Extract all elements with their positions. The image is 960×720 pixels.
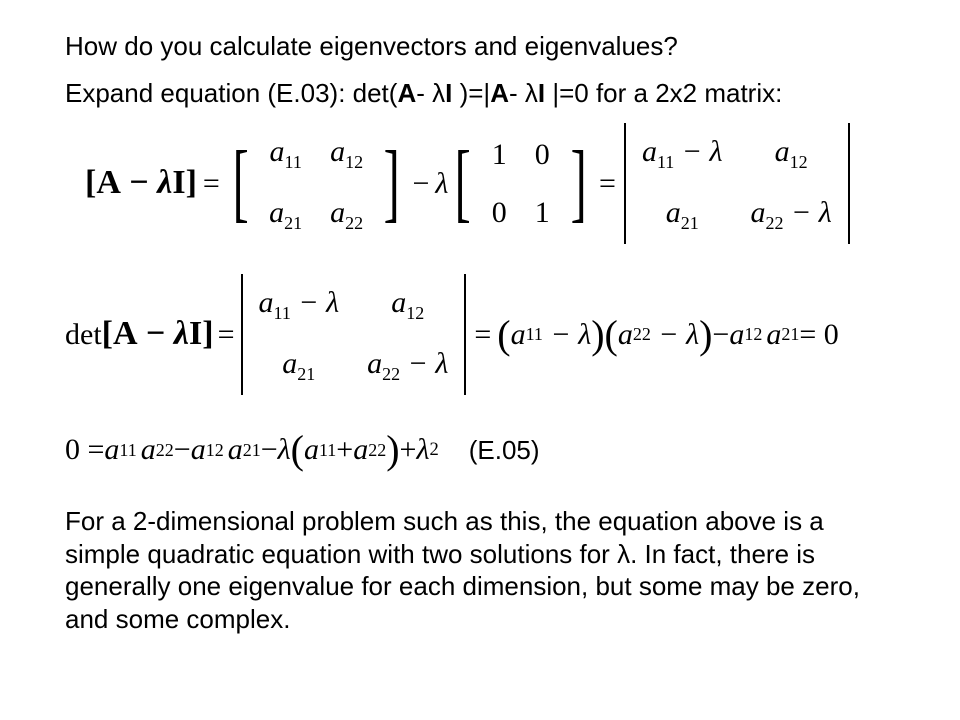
expand-mid1: )=|: [452, 78, 490, 108]
one: 1: [478, 126, 521, 184]
eq-sign-1b: =: [599, 165, 616, 203]
a: a: [511, 316, 526, 354]
matrix-AmlI: a11 − λ a12 a21 a22 − λ: [622, 123, 852, 244]
s21: 21: [284, 213, 302, 233]
s: 22: [382, 364, 400, 384]
lparen-2: (: [605, 310, 618, 360]
eq-sign-1: =: [203, 165, 220, 203]
I-bold-2: I: [538, 78, 545, 108]
a: a: [391, 286, 406, 319]
l: λ: [326, 286, 339, 319]
eq-zero-2: = 0: [799, 316, 838, 354]
a: a: [330, 196, 345, 229]
a: a: [104, 431, 119, 469]
minus-lambda-1: - λ: [416, 78, 445, 108]
s22: 22: [345, 213, 363, 233]
eq-sign-2b: =: [474, 316, 491, 354]
minus: −: [261, 431, 278, 469]
s: 11: [119, 439, 136, 462]
eq-sign-2: =: [218, 316, 235, 354]
lparen-1: (: [497, 310, 510, 360]
equation-label-e05: (E.05): [469, 434, 540, 467]
matrix-I: [ 10 01 ]: [448, 126, 593, 241]
s: 21: [297, 364, 315, 384]
zero: 0: [521, 126, 564, 184]
a: a: [330, 135, 345, 168]
lparen-3: (: [291, 425, 304, 475]
a: a: [269, 196, 284, 229]
s: 12: [744, 323, 762, 346]
minus: −: [174, 431, 191, 469]
a: a: [259, 286, 274, 319]
zero-eq: 0 =: [65, 431, 104, 469]
a: a: [618, 316, 633, 354]
s: 11: [274, 303, 291, 323]
lam-c: λ: [819, 196, 832, 229]
s12b: 12: [790, 152, 808, 172]
s: 21: [243, 439, 261, 462]
a: a: [191, 431, 206, 469]
minus-2: −: [712, 316, 729, 354]
lam-b: λ: [710, 135, 723, 168]
a: a: [141, 431, 156, 469]
sup2: 2: [429, 438, 438, 461]
s: 22: [633, 323, 651, 346]
plus: +: [400, 431, 417, 469]
l: λ: [435, 347, 448, 380]
l: λ: [416, 431, 429, 469]
a: a: [642, 135, 657, 168]
a: a: [666, 196, 681, 229]
expand-mid2: |=0 for a 2x2 matrix:: [545, 78, 782, 108]
rparen-1: ): [591, 310, 604, 360]
s: 21: [781, 323, 799, 346]
l: λ: [278, 431, 291, 469]
plus: +: [336, 431, 353, 469]
heading-question: How do you calculate eigenvectors and ei…: [65, 30, 905, 63]
a: a: [775, 135, 790, 168]
a: a: [766, 316, 781, 354]
one: 1: [521, 184, 564, 242]
zero: 0: [478, 184, 521, 242]
expand-pre: Expand equation (E.03): det(: [65, 78, 397, 108]
equation-row-1: [A − λI] = [ a11 a12 a21 a22 ] − λ [ 10 …: [85, 123, 905, 244]
s: 11: [526, 323, 543, 346]
l: λ: [578, 316, 591, 354]
equation-row-3: 0 = a11a22 − a12a21 − λ(a11 + a22) + λ2 …: [65, 425, 905, 475]
l: λ: [686, 316, 699, 354]
s: 12: [206, 439, 224, 462]
closing-paragraph: For a 2-dimensional problem such as this…: [65, 505, 905, 635]
s: 22: [368, 439, 386, 462]
a: a: [751, 196, 766, 229]
s: 22: [156, 439, 174, 462]
rparen-3: ): [386, 425, 399, 475]
A-bold-1: A: [397, 78, 416, 108]
s: 12: [406, 303, 424, 323]
a: a: [304, 431, 319, 469]
a: a: [228, 431, 243, 469]
a: a: [367, 347, 382, 380]
s22b: 22: [766, 213, 784, 233]
s11: 11: [284, 152, 301, 172]
det-label: det: [65, 316, 102, 354]
a: a: [729, 316, 744, 354]
lambda-scalar: λ: [435, 165, 448, 203]
equation-row-2: det [A − λI] = a11 − λ a12 a21 a22 − λ =…: [65, 274, 905, 395]
matrix-A: [ a11 a12 a21 a22 ]: [226, 123, 407, 244]
rparen-2: ): [699, 310, 712, 360]
expand-line: Expand equation (E.03): det(A- λI )=|A- …: [65, 77, 905, 110]
s11b: 11: [657, 152, 674, 172]
a: a: [353, 431, 368, 469]
A-bold-2: A: [490, 78, 509, 108]
s12: 12: [345, 152, 363, 172]
a: a: [269, 135, 284, 168]
minus-lambda-2: - λ: [509, 78, 538, 108]
det-matrix: a11 − λ a12 a21 a22 − λ: [239, 274, 469, 395]
s21b: 21: [681, 213, 699, 233]
a: a: [282, 347, 297, 380]
s: 11: [319, 439, 336, 462]
